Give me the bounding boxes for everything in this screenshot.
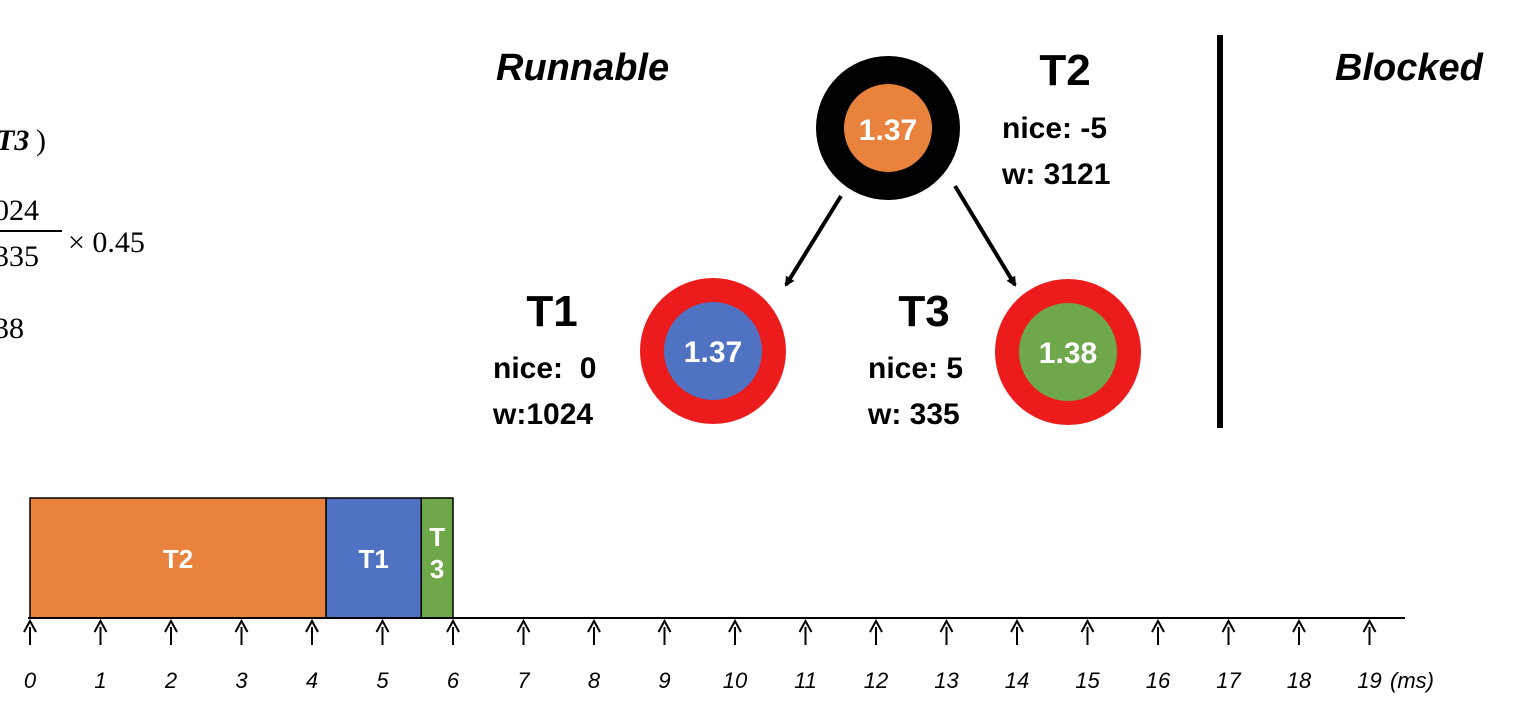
timeline-tick-label: 13 <box>934 668 959 693</box>
tree-node-t2: 1.37 T2 nice: -5 w: 3121 <box>816 46 1110 200</box>
node-nice: nice: 5 <box>868 352 963 385</box>
node-weight: w: 335 <box>867 398 960 431</box>
blocked-label: Blocked <box>1335 47 1484 89</box>
formula-multiplier: × 0.45 <box>68 226 145 259</box>
vruntime-formula: T3 ) 024 335 × 0.45 38 <box>0 124 145 345</box>
timeline-block-label: T1 <box>359 544 389 574</box>
timeline: T2 T1T 3 0 1 2 3 4 5 6 7 8 9 10 11 12 13 14 15 16 17 18 19 (m… <box>23 497 1434 693</box>
tree-edge-right <box>953 184 1017 287</box>
node-vruntime: 1.38 <box>1039 337 1097 370</box>
timeline-tick-label: 3 <box>235 668 248 693</box>
node-weight: w: 3121 <box>1001 158 1110 191</box>
timeline-tick-arrowhead <box>869 618 883 633</box>
timeline-tick-label: 16 <box>1146 668 1171 693</box>
timeline-tick-label: 4 <box>306 668 318 693</box>
timeline-tick-label: 2 <box>164 668 177 693</box>
node-vruntime: 1.37 <box>859 114 917 147</box>
timeline-tick-arrowhead <box>164 618 178 633</box>
node-nice: nice: 0 <box>493 352 596 385</box>
timeline-tick-arrowhead <box>23 618 37 633</box>
node-name: T2 <box>1039 46 1090 95</box>
node-name: T3 <box>898 287 949 336</box>
timeline-tick-arrowhead <box>93 618 108 633</box>
node-fill <box>664 302 762 400</box>
timeline-tick-arrowhead <box>728 618 742 633</box>
timeline-tick-arrowhead <box>587 618 601 633</box>
tree-edge-left <box>784 194 843 287</box>
timeline-tick-arrowhead <box>1221 618 1236 633</box>
timeline-tick-arrowhead <box>1362 618 1377 633</box>
node-vruntime: 1.37 <box>684 336 742 369</box>
runnable-label: Runnable <box>496 47 669 89</box>
timeline-tick-label: 8 <box>588 668 601 693</box>
timeline-block-label: T2 <box>163 544 193 574</box>
timeline-tick-label: 15 <box>1075 668 1100 693</box>
timeline-tick-label: 1 <box>94 668 106 693</box>
timeline-tick-label: 7 <box>517 668 530 693</box>
timeline-tick-label: 10 <box>723 668 748 693</box>
timeline-block-1 <box>325 497 423 619</box>
timeline-tick-arrowhead <box>1080 618 1095 633</box>
timeline-tick-label: 14 <box>1005 668 1029 693</box>
formula-close-paren: ) <box>36 124 46 157</box>
timeline-tick-label: 18 <box>1287 668 1312 693</box>
timeline-tick-arrowhead <box>375 618 390 633</box>
tree-node-t1: 1.37 T1 nice: 0 w:1024 <box>492 278 786 431</box>
timeline-tick-label: 9 <box>658 668 670 693</box>
timeline-tick-label: 6 <box>447 668 460 693</box>
timeline-tick-arrowhead <box>234 618 249 633</box>
timeline-tick-arrowhead <box>305 618 319 633</box>
timeline-tick-arrowhead <box>798 618 813 633</box>
formula-denominator: 335 <box>0 240 39 273</box>
timeline-block-0 <box>29 497 327 619</box>
formula-result: 38 <box>0 312 24 345</box>
timeline-tick-arrowhead <box>657 618 672 633</box>
timeline-tick-arrowhead <box>446 618 460 633</box>
timeline-tick-label: 5 <box>376 668 389 693</box>
node-fill <box>844 84 932 172</box>
timeline-tick-arrowhead <box>1292 618 1306 633</box>
tree-node-t3: 1.38 T3 nice: 5 w: 335 <box>867 279 1141 431</box>
timeline-tick-label: 17 <box>1216 668 1241 693</box>
formula-task-name: T3 <box>0 124 29 157</box>
node-weight: w:1024 <box>492 398 593 431</box>
timeline-tick-label: 0 <box>24 668 37 693</box>
timeline-tick-label: 11 <box>794 668 817 693</box>
timeline-tick-label: 19 <box>1357 668 1381 693</box>
node-fill <box>1019 303 1117 401</box>
timeline-tick-arrowhead <box>939 618 954 633</box>
timeline-tick-label: 12 <box>864 668 888 693</box>
timeline-blocks: T2 T1 T 3 <box>29 497 454 619</box>
timeline-tick-arrowhead <box>516 618 531 633</box>
timeline-ticks: 0 1 2 3 4 5 6 7 8 9 10 11 12 13 14 15 16 17 18 19 <box>23 618 1382 693</box>
timeline-tick-arrowhead <box>1010 618 1024 633</box>
node-name: T1 <box>526 287 577 336</box>
timeline-tick-arrowhead <box>1151 618 1165 633</box>
node-nice: nice: -5 <box>1002 112 1107 145</box>
timeline-unit-label: (ms) <box>1390 668 1434 693</box>
formula-numerator: 024 <box>0 194 39 227</box>
